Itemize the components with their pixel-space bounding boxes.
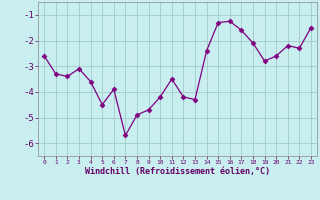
X-axis label: Windchill (Refroidissement éolien,°C): Windchill (Refroidissement éolien,°C) [85,167,270,176]
